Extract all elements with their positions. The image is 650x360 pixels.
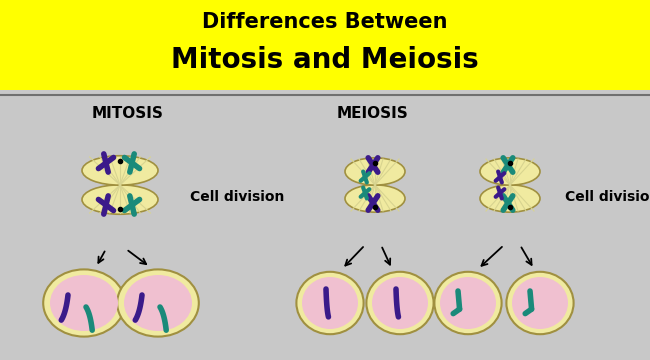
Text: Cell division: Cell division [565, 190, 650, 204]
Ellipse shape [480, 185, 540, 212]
Text: Cell division: Cell division [190, 190, 285, 204]
Ellipse shape [480, 158, 540, 185]
Ellipse shape [506, 272, 573, 334]
Ellipse shape [117, 269, 199, 337]
Ellipse shape [372, 277, 428, 329]
Ellipse shape [124, 275, 192, 331]
Ellipse shape [296, 272, 363, 334]
Ellipse shape [434, 272, 502, 334]
Ellipse shape [345, 158, 405, 185]
Text: Differences Between: Differences Between [202, 12, 448, 32]
Bar [0, 0, 650, 90]
Text: MITOSIS: MITOSIS [92, 105, 164, 121]
Text: Mitosis and Meiosis: Mitosis and Meiosis [171, 46, 479, 74]
Ellipse shape [302, 277, 358, 329]
Ellipse shape [82, 185, 158, 214]
Ellipse shape [82, 156, 158, 185]
Ellipse shape [440, 277, 496, 329]
Ellipse shape [43, 269, 125, 337]
Ellipse shape [367, 272, 434, 334]
Text: MEIOSIS: MEIOSIS [337, 105, 409, 121]
Ellipse shape [345, 185, 405, 212]
Ellipse shape [50, 275, 118, 331]
Ellipse shape [512, 277, 568, 329]
